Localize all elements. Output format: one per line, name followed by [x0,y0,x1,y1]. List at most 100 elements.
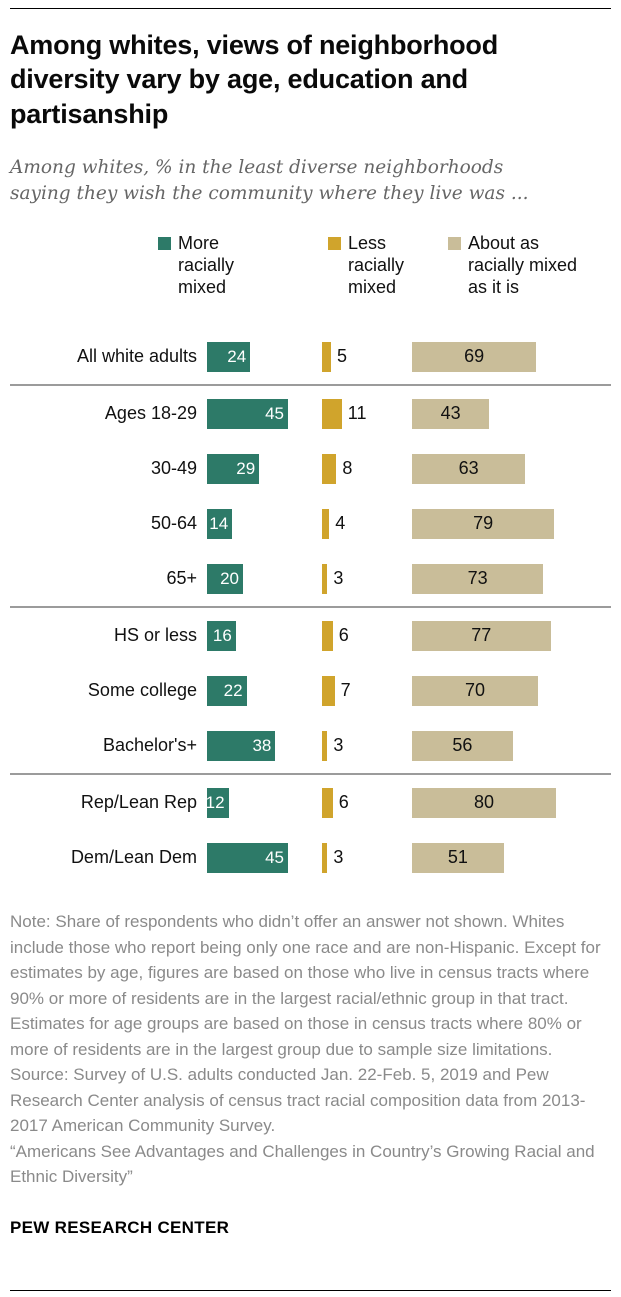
bar-tan: 77 [412,620,551,651]
bar-row: Dem/Lean Dem 45 3 51 [10,830,611,885]
bar-value: 38 [252,735,272,755]
bar-tan: 69 [412,341,537,372]
bar-zone-tan: 69 [412,341,611,372]
source-text: Source: Survey of U.S. adults conducted … [10,1065,586,1136]
legend-swatch [328,237,341,251]
bar-row: All white adults 24 5 69 [10,329,611,384]
bar-value: 3 [333,847,344,868]
bottom-rule [10,1290,611,1291]
bar-value: 29 [236,458,256,478]
bar-tan: 73 [412,563,544,594]
legend-item: About as racially mixed as it is [448,233,600,299]
bar-zone-gold: 6 [322,787,412,818]
top-rule [10,8,611,9]
bar-value: 43 [440,403,461,424]
bar-tan: 79 [412,508,555,539]
bar-zone-gold: 3 [322,563,412,594]
bar-row: Bachelor's+ 38 3 56 [10,718,611,773]
row-label: All white adults [76,346,197,367]
bar-tan: 70 [412,675,538,706]
bar-tan: 51 [412,842,504,873]
bar-gold [322,620,333,651]
bar-tan: 63 [412,453,526,484]
row-label: Ages 18-29 [104,403,197,424]
bar-green: 16 [207,620,236,651]
bar-green: 20 [207,563,243,594]
bar-value: 22 [223,680,243,700]
citation-text: “Americans See Advantages and Challenges… [10,1141,595,1187]
bar-value: 73 [467,568,488,589]
row-label: Rep/Lean Rep [80,792,197,813]
bar-row: 50-64 14 4 79 [10,496,611,551]
row-label: 30-49 [150,458,197,479]
bar-green: 14 [207,508,233,539]
bar-row: 65+ 20 3 73 [10,551,611,606]
bar-row: Rep/Lean Rep 12 6 80 [10,775,611,830]
row-label: 65+ [166,568,197,589]
bar-value: 80 [473,792,495,813]
row-label: Some college [87,680,197,701]
bar-row: HS or less 16 6 77 [10,608,611,663]
bar-value: 70 [464,680,486,701]
bar-zone-green: 29 [207,453,322,484]
legend-swatch [158,237,171,251]
bar-zone-green: 45 [207,398,322,429]
note-text: Note: Share of respondents who didn’t of… [10,912,601,1059]
bar-gold [322,563,328,594]
bar-value: 6 [338,625,349,646]
bar-zone-tan: 56 [412,730,611,761]
bar-value: 5 [337,346,348,367]
bar-zone-gold: 4 [322,508,412,539]
notes-block: Note: Share of respondents who didn’t of… [10,909,611,1190]
bar-green: 29 [207,453,260,484]
bar-tan: 56 [412,730,513,761]
bar-zone-tan: 73 [412,563,611,594]
bar-green: 22 [207,675,247,706]
row-label: Bachelor's+ [103,735,197,756]
bar-gold [322,730,328,761]
chart-subtitle: Among whites, % in the least diverse nei… [10,156,529,205]
bar-green: 38 [207,730,276,761]
bar-row: Ages 18-29 45 11 43 [10,386,611,441]
bar-zone-tan: 51 [412,842,611,873]
bar-zone-tan: 63 [412,453,611,484]
bar-zone-green: 16 [207,620,322,651]
bar-gold [322,453,337,484]
bar-zone-gold: 6 [322,620,412,651]
legend-label: About as racially mixed as it is [468,233,578,298]
bar-value: 20 [220,568,239,588]
bar-value: 7 [340,680,351,701]
bar-value: 45 [265,847,284,867]
bar-zone-green: 38 [207,730,322,761]
bar-gold [322,341,331,372]
chart-title: Among whites, views of neighborhood dive… [10,30,499,129]
legend-item: More racially mixed [158,233,246,299]
bar-tan: 43 [412,398,490,429]
bar-zone-green: 14 [207,508,322,539]
bar-green: 24 [207,341,251,372]
bar-value: 77 [471,625,492,646]
bar-green: 12 [206,787,229,818]
group-divider [10,606,611,609]
row-label: 50-64 [150,513,197,534]
footer-brand: PEW RESEARCH CENTER [10,1217,230,1237]
bar-zone-green: 12 [206,787,322,818]
bar-zone-green: 20 [207,563,322,594]
bar-gold [322,787,333,818]
bar-gold [322,675,335,706]
bar-row: 30-49 29 8 63 [10,441,611,496]
bar-zone-gold: 8 [322,453,412,484]
bar-value: 45 [265,403,284,423]
legend-label: Less racially mixed [348,233,405,298]
bar-zone-gold: 5 [322,341,412,372]
bar-value: 69 [464,346,485,367]
bar-value: 4 [335,513,346,534]
bar-gold [322,398,342,429]
bar-zone-gold: 3 [322,730,412,761]
group-divider [10,384,611,387]
bar-zone-gold: 3 [322,842,412,873]
bar-zone-green: 45 [207,842,322,873]
bar-value: 51 [447,847,468,868]
legend-label: More racially mixed [178,233,235,298]
group-divider [10,773,611,776]
